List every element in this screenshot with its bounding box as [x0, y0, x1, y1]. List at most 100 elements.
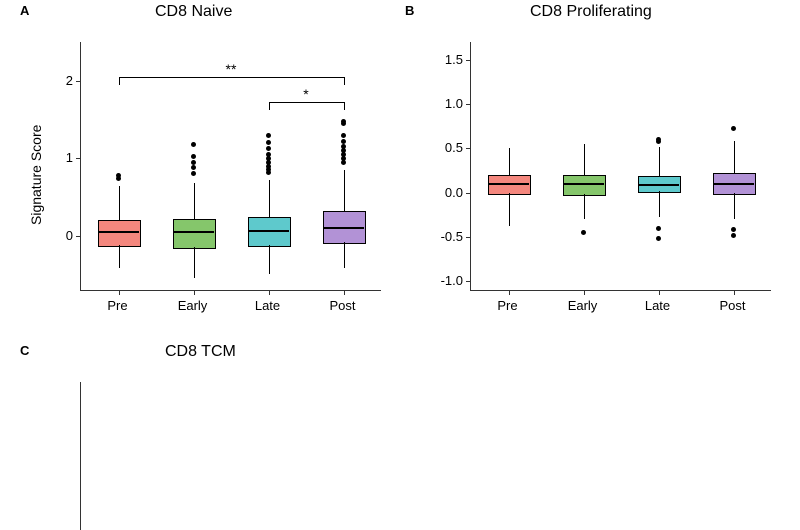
panel-letter: A	[20, 3, 29, 18]
boxplot-outlier	[341, 133, 346, 138]
y-tick	[466, 237, 471, 238]
x-tick	[659, 290, 660, 295]
boxplot-whisker	[269, 180, 270, 217]
significance-bracket-arm	[344, 102, 345, 110]
x-tick	[269, 290, 270, 295]
boxplot-outlier	[266, 140, 271, 145]
boxplot-whisker	[119, 186, 120, 220]
significance-bracket-arm	[344, 77, 345, 85]
panel-c: C CD8 TCM	[0, 340, 400, 530]
boxplot-outlier	[656, 236, 661, 241]
boxplot-whisker	[509, 148, 510, 175]
boxplot-box	[98, 220, 141, 247]
boxplot-outlier	[266, 152, 271, 157]
plot-area	[80, 382, 381, 530]
boxplot-outlier	[116, 173, 121, 178]
x-tick	[344, 290, 345, 295]
boxplot-median	[98, 231, 139, 233]
significance-bracket-arm	[119, 77, 120, 85]
y-tick	[76, 81, 81, 82]
figure-grid: ACD8 Naive***Signature Score012PreEarlyL…	[0, 0, 800, 530]
boxplot-median	[638, 184, 679, 186]
x-tick-label: Post	[708, 298, 758, 313]
y-tick-label: 1.0	[425, 96, 463, 111]
panel-b: B CD8 Proliferating -1.0 -0.5 0.0 0.5 1.0 1.5 Pr…	[400, 0, 800, 340]
boxplot-whisker	[269, 245, 270, 274]
y-tick-label: 0.5	[425, 140, 463, 155]
boxplot-whisker	[659, 147, 660, 176]
x-tick-label: Post	[318, 298, 368, 313]
boxplot-outlier	[191, 171, 196, 176]
significance-bracket	[119, 77, 344, 78]
boxplot-median	[323, 227, 364, 229]
panel-title: CD8 TCM	[165, 343, 236, 361]
boxplot-whisker	[344, 170, 345, 211]
x-tick	[734, 290, 735, 295]
y-tick	[466, 104, 471, 105]
boxplot-outlier	[191, 165, 196, 170]
boxplot-whisker	[584, 144, 585, 175]
y-tick-label: 0	[35, 228, 73, 243]
x-tick-label: Pre	[483, 298, 533, 313]
x-tick-label: Late	[633, 298, 683, 313]
boxplot-box	[173, 219, 216, 250]
x-tick	[119, 290, 120, 295]
boxplot-outlier	[341, 139, 346, 144]
boxplot-outlier	[266, 133, 271, 138]
boxplot-whisker	[734, 193, 735, 220]
boxplot-outlier	[656, 226, 661, 231]
boxplot-median	[248, 230, 289, 232]
y-tick-label: 2	[35, 73, 73, 88]
significance-label: **	[211, 61, 251, 77]
y-tick-label: -0.5	[425, 229, 463, 244]
boxplot-outlier	[266, 146, 271, 151]
significance-bracket	[269, 102, 344, 103]
panel-a: ACD8 Naive***Signature Score012PreEarlyL…	[0, 0, 400, 340]
x-tick-label: Early	[168, 298, 218, 313]
x-tick-label: Late	[243, 298, 293, 313]
y-tick	[466, 193, 471, 194]
boxplot-median	[713, 183, 754, 185]
boxplot-whisker	[584, 194, 585, 219]
panel-d	[400, 340, 800, 530]
boxplot-outlier	[731, 227, 736, 232]
boxplot-whisker	[194, 183, 195, 219]
boxplot-whisker	[194, 247, 195, 278]
y-tick	[76, 158, 81, 159]
x-tick	[194, 290, 195, 295]
x-tick	[584, 290, 585, 295]
boxplot-whisker	[509, 193, 510, 227]
boxplot-outlier	[191, 154, 196, 159]
boxplot-outlier	[581, 230, 586, 235]
boxplot-outlier	[656, 137, 661, 142]
x-tick	[509, 290, 510, 295]
panel-letter: B	[405, 3, 414, 18]
y-tick	[76, 236, 81, 237]
y-axis-label: Signature Score	[28, 125, 44, 225]
significance-bracket-arm	[269, 102, 270, 110]
panel-letter: C	[20, 343, 29, 358]
y-tick-label: -1.0	[425, 273, 463, 288]
y-tick	[466, 148, 471, 149]
boxplot-whisker	[734, 141, 735, 173]
panel-title: CD8 Naive	[155, 3, 232, 21]
y-tick	[466, 60, 471, 61]
plot-area: ***	[80, 42, 381, 291]
boxplot-median	[563, 183, 604, 185]
y-tick-label: 1	[35, 150, 73, 165]
boxplot-outlier	[191, 160, 196, 165]
significance-label: *	[286, 86, 326, 102]
boxplot-whisker	[344, 242, 345, 268]
x-tick-label: Pre	[93, 298, 143, 313]
panel-title: CD8 Proliferating	[530, 3, 652, 21]
x-tick-label: Early	[558, 298, 608, 313]
boxplot-outlier	[191, 142, 196, 147]
boxplot-box	[563, 175, 606, 196]
y-tick	[466, 281, 471, 282]
boxplot-whisker	[119, 245, 120, 268]
y-tick-label: 1.5	[425, 52, 463, 67]
boxplot-median	[173, 231, 214, 233]
boxplot-median	[488, 183, 529, 185]
y-tick-label: 0.0	[425, 185, 463, 200]
boxplot-whisker	[659, 191, 660, 218]
